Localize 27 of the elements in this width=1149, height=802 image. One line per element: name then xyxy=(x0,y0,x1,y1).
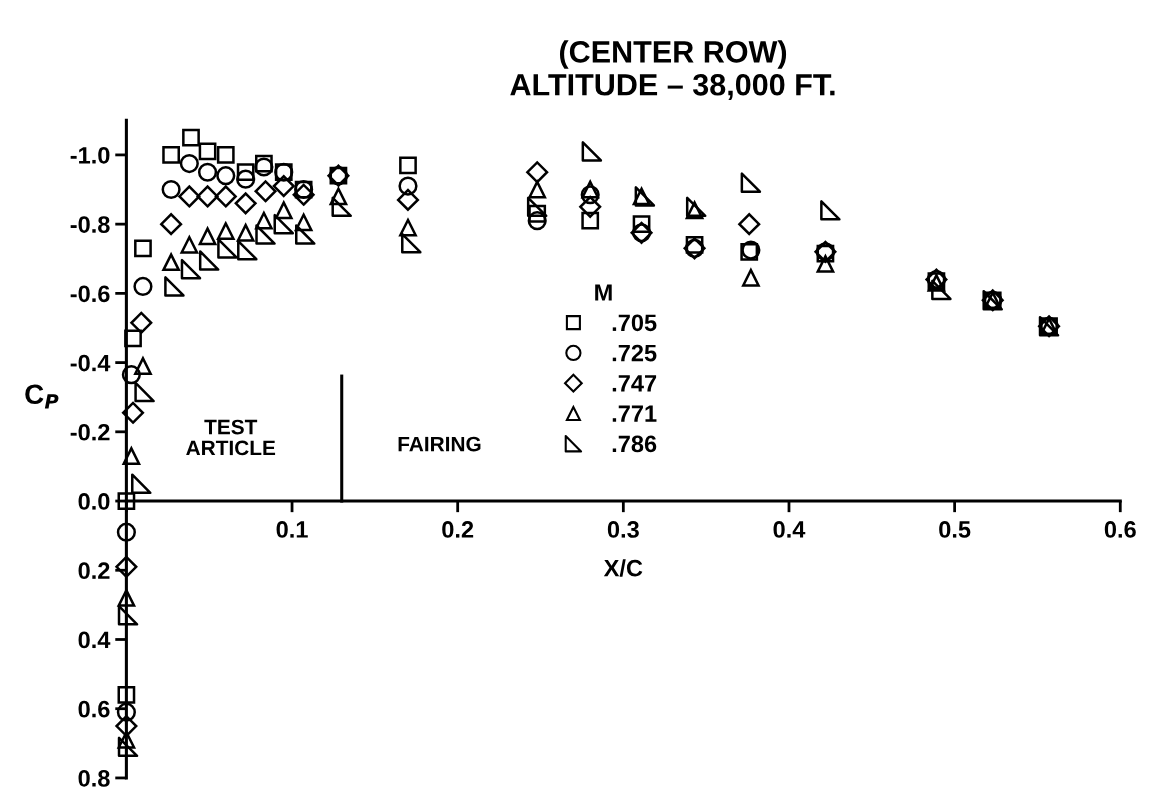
legend-title: M xyxy=(595,284,612,301)
legend-label: .747 xyxy=(612,375,657,392)
y-tick-label: 0.0 xyxy=(78,493,110,510)
legend-label: .786 xyxy=(612,435,657,453)
x-tick-label: 0.1 xyxy=(276,521,308,538)
annotation: TEST ARTICLE xyxy=(186,419,276,456)
y-tick-label: -1.0 xyxy=(70,146,110,164)
y-tick-label: -0.8 xyxy=(70,216,110,233)
x-tick-label: 0.5 xyxy=(939,521,971,538)
y-tick-label: 0.8 xyxy=(78,770,110,787)
y-tick-label: -0.6 xyxy=(70,285,110,303)
x-tick-label: 0.4 xyxy=(773,521,806,538)
x-tick-label: 0.3 xyxy=(607,521,639,538)
y-tick-label: -0.2 xyxy=(70,423,110,441)
y-tick-label: -0.4 xyxy=(70,354,111,372)
y-axis-title: C$_{P}$ xyxy=(25,384,59,409)
y-tick-label: 0.4 xyxy=(78,631,111,649)
chart-title: (CENTER ROW) ALTITUDE – 38,000 FT. xyxy=(510,40,835,101)
annotation: FAIRING xyxy=(398,436,481,452)
legend-label: .725 xyxy=(612,344,657,362)
y-tick-label: 0.6 xyxy=(78,700,110,718)
x-axis-title: X/C xyxy=(603,559,643,577)
legend-label: .771 xyxy=(612,405,657,422)
y-tick-label: 0.2 xyxy=(78,562,110,580)
x-tick-label: 0.6 xyxy=(1104,521,1136,538)
legend-label: .705 xyxy=(612,314,657,332)
x-tick-label: 0.2 xyxy=(442,521,474,538)
